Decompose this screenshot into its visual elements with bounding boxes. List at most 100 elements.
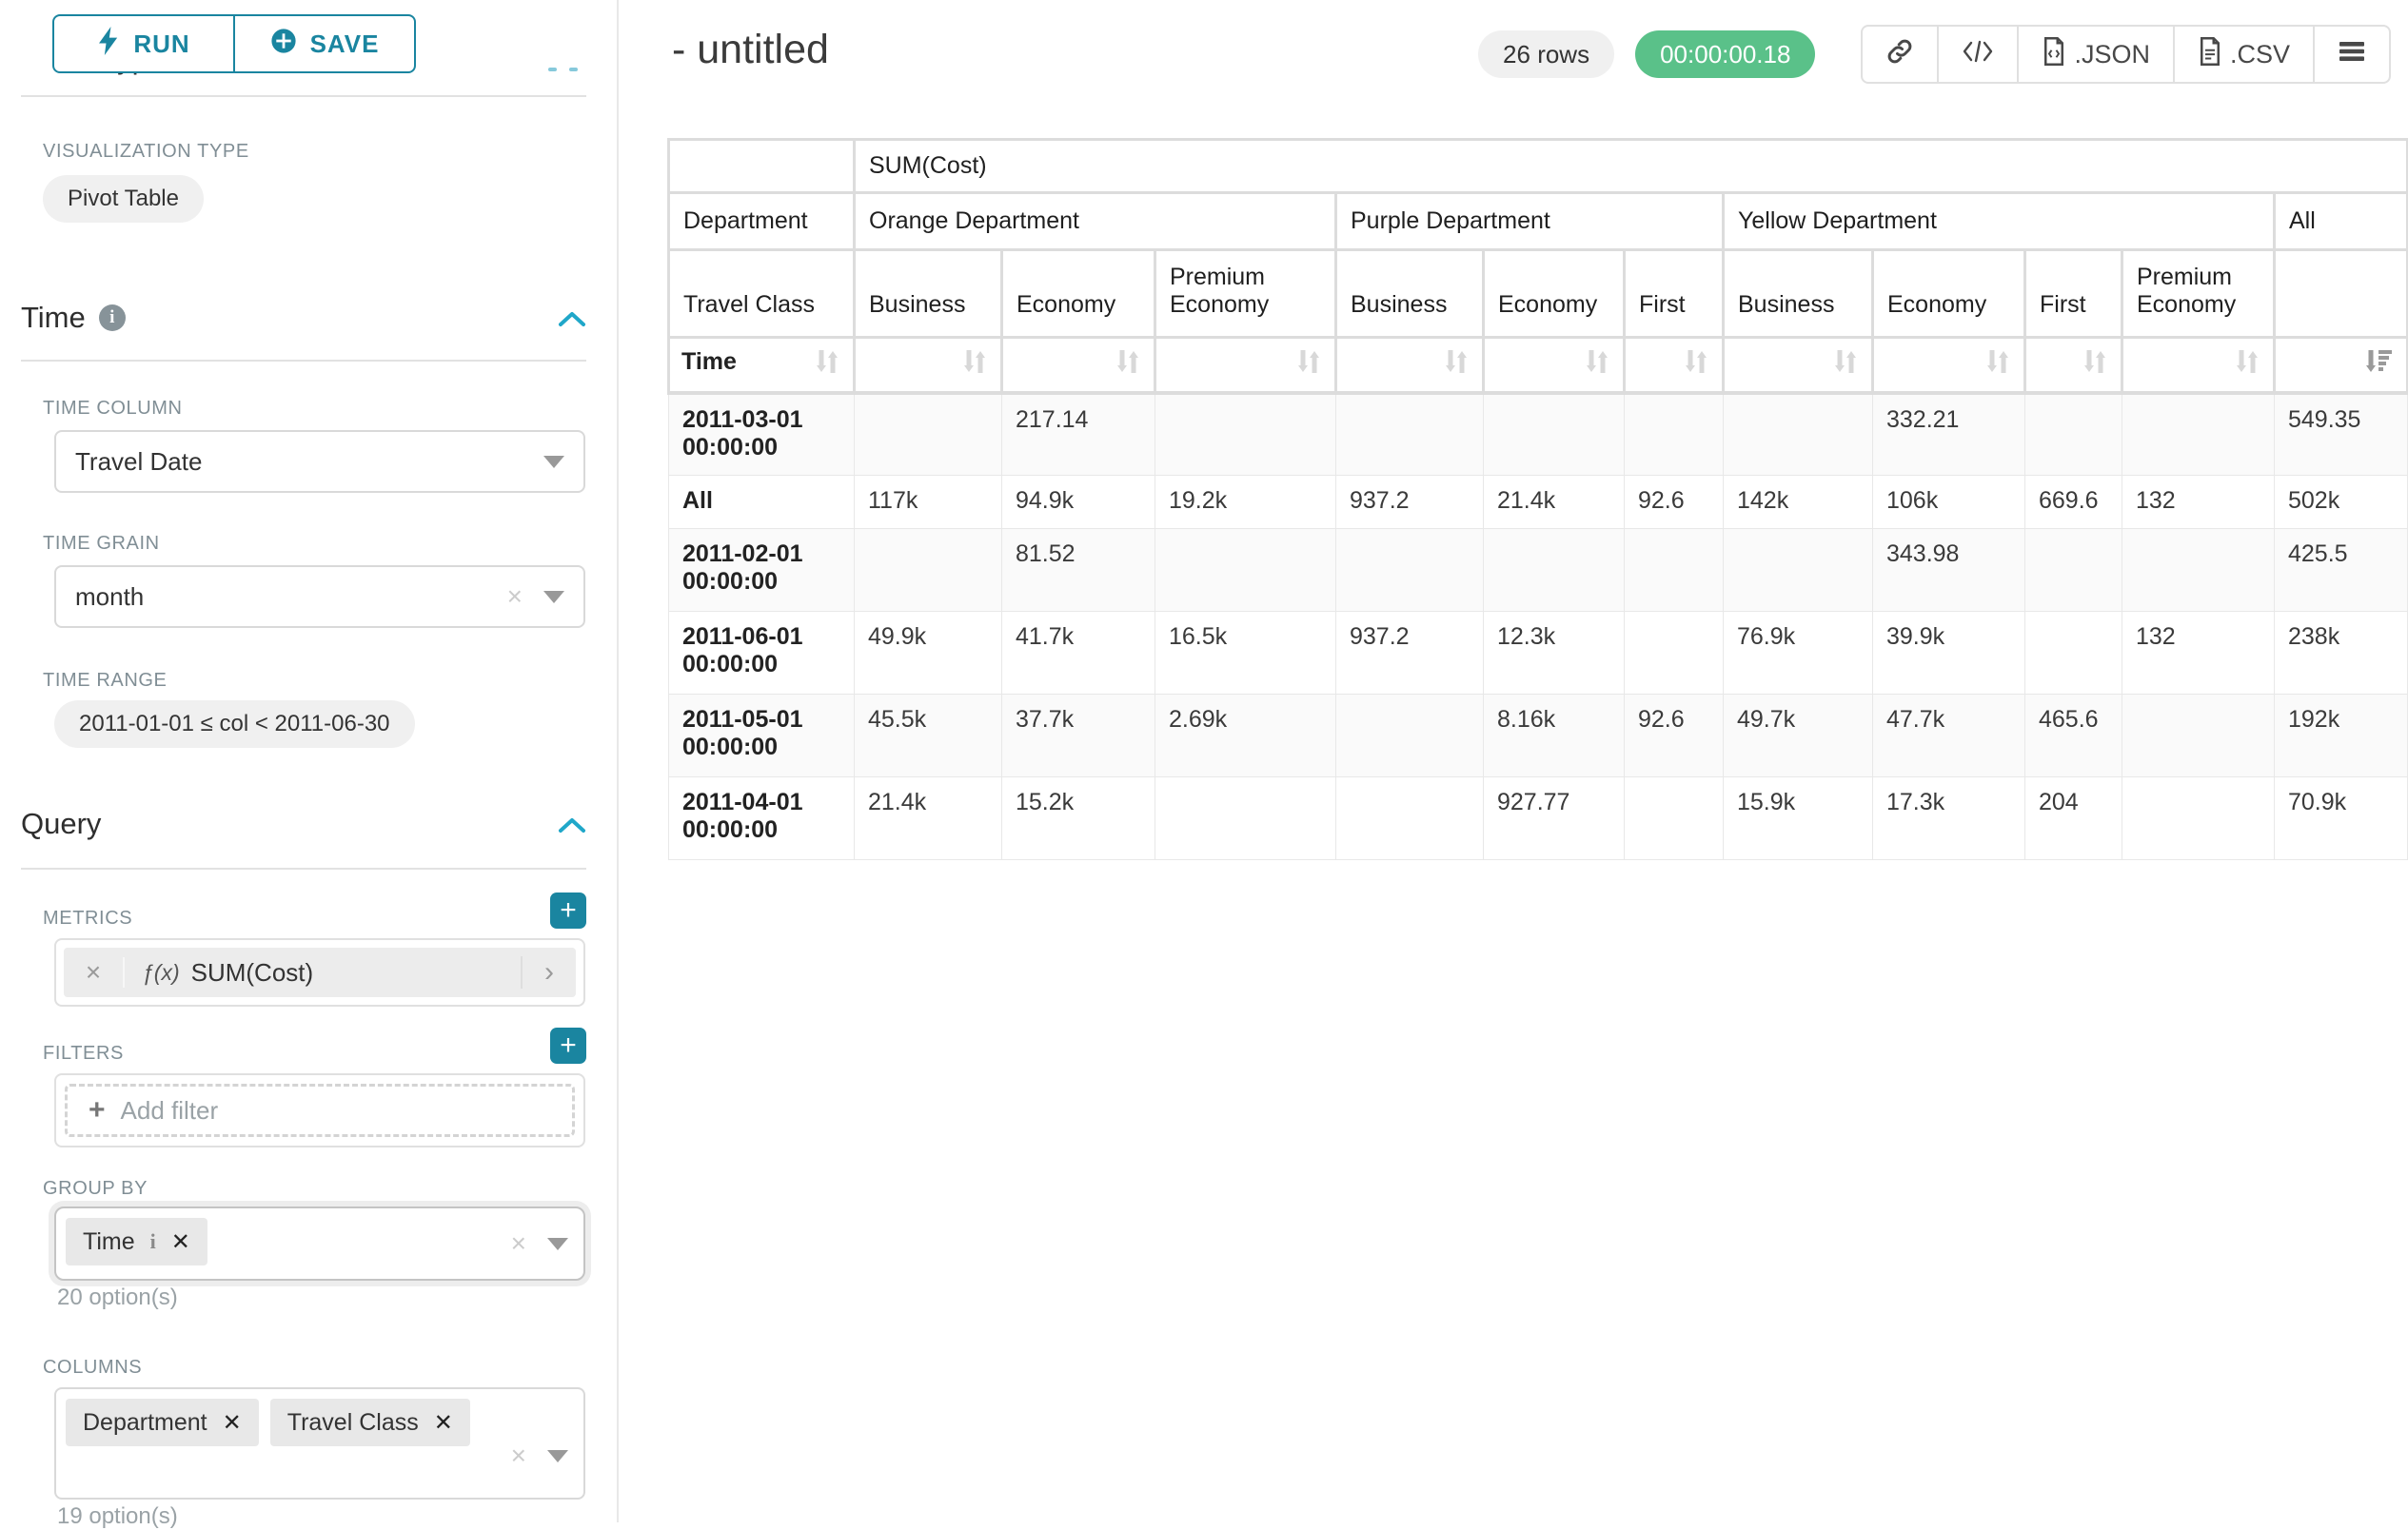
plus-circle-icon [270, 28, 297, 61]
remove-chip-icon[interactable]: ✕ [170, 1228, 190, 1255]
caret-down-icon [543, 455, 564, 468]
pivot-cell: 425.5 [2273, 528, 2408, 612]
pivot-cell: 465.6 [2024, 694, 2122, 777]
chevron-right-icon[interactable]: › [521, 956, 576, 989]
pivot-cell [2122, 776, 2275, 860]
sort-icon[interactable] [1984, 348, 2012, 382]
sort-icon[interactable] [1442, 348, 1470, 382]
remove-metric-icon[interactable]: × [64, 957, 125, 988]
sort-header[interactable] [853, 336, 1003, 395]
add-filter-plus-button[interactable]: + [550, 1028, 586, 1064]
remove-chip-icon[interactable]: ✕ [433, 1409, 453, 1436]
metrics-label: METRICS [43, 908, 133, 929]
row-header: 2011-04-01 00:00:00 [668, 776, 855, 860]
time-section-header[interactable]: Time i [21, 301, 586, 335]
clear-icon[interactable]: × [506, 581, 523, 611]
travel-class-header: Economy [1871, 248, 2026, 339]
chevron-up-icon[interactable] [558, 301, 586, 335]
info-icon: i [98, 304, 126, 331]
sort-icon[interactable] [1831, 348, 1860, 382]
columns-chip[interactable]: Travel Class ✕ [269, 1399, 470, 1446]
sort-desc-header[interactable] [2272, 336, 2408, 395]
sort-icon[interactable] [1583, 348, 1611, 382]
travel-class-header: Premium Economy [1154, 248, 1337, 339]
clear-icon[interactable]: × [510, 1228, 526, 1258]
columns-select[interactable]: Department ✕ Travel Class ✕ × [54, 1387, 585, 1500]
chevron-up-icon[interactable] [558, 807, 586, 841]
more-menu-button[interactable] [2315, 27, 2389, 82]
run-button[interactable]: RUN [52, 14, 234, 73]
pivot-table: SUM(Cost) Department Orange Department Purp… [667, 138, 2408, 860]
column-dimension-label: Department [667, 191, 856, 251]
remove-chip-icon[interactable]: ✕ [222, 1409, 242, 1436]
sort-header[interactable] [1154, 336, 1337, 395]
chart-title[interactable]: - untitled [672, 27, 829, 72]
pivot-row: All 117k 94.9k 19.2k 937.2 21.4k 92.6 142k 106k 6… [668, 475, 2408, 529]
pivot-cell: 332.21 [1872, 392, 2025, 476]
sort-header[interactable] [1722, 336, 1874, 395]
sort-header[interactable] [1871, 336, 2026, 395]
csv-file-icon [2198, 36, 2222, 72]
sort-header[interactable] [1334, 336, 1485, 395]
pivot-cell: 70.9k [2273, 776, 2408, 860]
group-by-select[interactable]: Time i ✕ × [54, 1206, 585, 1281]
group-by-options-count: 20 option(s) [57, 1285, 178, 1310]
time-grain-label: TIME GRAIN [43, 533, 160, 554]
sort-desc-icon[interactable] [2366, 348, 2395, 382]
pivot-cell [2024, 611, 2122, 695]
query-section-header[interactable]: Query [21, 807, 586, 841]
sort-icon[interactable] [1682, 348, 1710, 382]
export-csv-button[interactable]: .CSV [2175, 27, 2315, 82]
pivot-cell: 49.9k [854, 611, 1002, 695]
metric-chip[interactable]: × ƒ(x) SUM(Cost) › [64, 948, 576, 997]
add-filter-button[interactable]: + Add filter [65, 1084, 575, 1137]
time-column-select[interactable]: Travel Date [54, 430, 585, 493]
row-dimension-sort-header[interactable]: Time [667, 336, 856, 395]
pivot-cell: 21.4k [854, 776, 1002, 860]
pivot-cell: 106k [1872, 475, 2025, 529]
pivot-cell [2122, 528, 2275, 612]
pivot-cell: 39.9k [1872, 611, 2025, 695]
travel-class-header [2272, 248, 2408, 339]
sort-header[interactable] [2121, 336, 2276, 395]
sort-icon[interactable] [960, 348, 989, 382]
sort-icon[interactable] [1294, 348, 1323, 382]
sort-icon[interactable] [2233, 348, 2261, 382]
visualization-type-value[interactable]: Pivot Table [43, 175, 204, 223]
drag-handle-dot [569, 68, 578, 71]
sort-icon[interactable] [813, 348, 841, 382]
pivot-cell [1335, 528, 1484, 612]
travel-class-header: Business [1334, 248, 1485, 339]
pivot-cell: 2.69k [1155, 694, 1336, 777]
clear-icon[interactable]: × [510, 1441, 526, 1470]
share-link-button[interactable] [1863, 27, 1940, 82]
pivot-cell [2024, 528, 2122, 612]
save-button[interactable]: SAVE [234, 14, 416, 73]
export-json-button[interactable]: .JSON [2019, 27, 2175, 82]
filters-container: + Add filter [54, 1073, 585, 1148]
pivot-row: 2011-04-01 00:00:00 21.4k 15.2k 927.77 15.9k… [668, 776, 2408, 860]
sort-icon[interactable] [2081, 348, 2109, 382]
columns-chip-label: Travel Class [286, 1408, 419, 1436]
pivot-cell: 549.35 [2273, 392, 2408, 476]
department-group-header: Yellow Department [1722, 191, 2276, 251]
pivot-cell [1723, 392, 1873, 476]
sort-header[interactable] [1623, 336, 1725, 395]
sort-header[interactable] [1482, 336, 1626, 395]
pivot-cell: 204 [2024, 776, 2122, 860]
add-metric-button[interactable]: + [550, 892, 586, 929]
pivot-cell [1483, 528, 1625, 612]
time-grain-select[interactable]: month × [54, 565, 585, 628]
sort-icon[interactable] [1114, 348, 1142, 382]
sort-header[interactable] [1000, 336, 1156, 395]
time-range-value[interactable]: 2011-01-01 ≤ col < 2011-06-30 [54, 700, 415, 748]
sort-header[interactable] [2023, 336, 2123, 395]
view-query-button[interactable] [1939, 27, 2020, 82]
columns-chip[interactable]: Department ✕ [66, 1399, 259, 1446]
caret-down-icon [547, 1449, 568, 1462]
pivot-cell: 192k [2273, 694, 2408, 777]
pivot-cell: 37.7k [1001, 694, 1155, 777]
json-file-icon [2042, 36, 2066, 72]
group-by-chip[interactable]: Time i ✕ [66, 1218, 207, 1265]
pivot-cell: 343.98 [1872, 528, 2025, 612]
